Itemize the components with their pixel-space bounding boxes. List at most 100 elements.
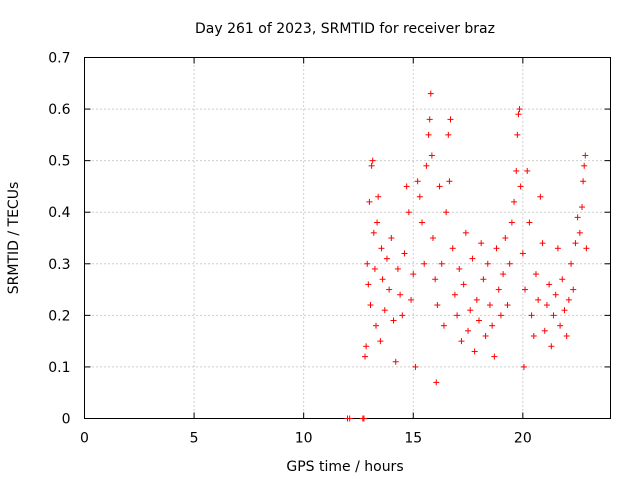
data-point (524, 167, 531, 174)
data-point (572, 240, 579, 247)
data-point (506, 260, 513, 267)
data-point (535, 296, 542, 303)
data-point (454, 312, 461, 319)
data-point (517, 183, 524, 190)
data-point (427, 90, 434, 97)
data-point (419, 219, 426, 226)
data-point (414, 178, 421, 185)
data-point (465, 327, 472, 334)
data-point (467, 307, 474, 314)
data-point (397, 291, 404, 298)
x-tick-labels: 0 5 10 15 20 (80, 431, 532, 447)
data-point (360, 415, 367, 422)
data-point (379, 276, 386, 283)
chart-title: Day 261 of 2023, SRMTID for receiver bra… (195, 21, 495, 37)
data-point (559, 276, 566, 283)
data-point (561, 307, 568, 314)
grid (84, 57, 611, 419)
data-point (554, 245, 561, 252)
data-point (447, 116, 454, 123)
data-point (432, 276, 439, 283)
data-point (412, 363, 419, 370)
data-point (383, 255, 390, 262)
data-point (370, 229, 377, 236)
data-point (374, 219, 381, 226)
data-point (394, 265, 401, 272)
data-point (438, 260, 445, 267)
y-tick-label: 0.7 (48, 51, 70, 67)
axis-ticks (84, 57, 611, 419)
data-point (434, 302, 441, 309)
data-point (346, 415, 353, 422)
data-point (365, 281, 372, 288)
y-tick-label: 0 (62, 412, 71, 428)
data-point (451, 291, 458, 298)
data-point (362, 353, 369, 360)
data-point (386, 286, 393, 293)
data-point (557, 322, 564, 329)
data-point (495, 286, 502, 293)
data-point (565, 296, 572, 303)
data-point (546, 281, 553, 288)
data-point (381, 307, 388, 314)
x-tick-label: 10 (295, 431, 313, 447)
data-point (491, 353, 498, 360)
x-tick-label: 5 (190, 431, 199, 447)
data-point (429, 235, 436, 241)
data-point (401, 250, 408, 257)
data-point (581, 162, 588, 169)
data-point (423, 162, 430, 169)
data-point (563, 332, 570, 339)
data-point (528, 312, 535, 319)
data-point (497, 312, 504, 319)
data-point (440, 322, 447, 329)
data-point (532, 271, 539, 278)
data-point (489, 322, 496, 329)
x-tick-label: 15 (404, 431, 422, 447)
data-point (399, 312, 406, 319)
data-point (582, 152, 589, 159)
x-axis-label: GPS time / hours (286, 459, 403, 475)
data-point (511, 198, 518, 205)
data-point (433, 379, 440, 386)
data-point (363, 343, 370, 350)
data-point (366, 198, 373, 205)
data-points (344, 90, 590, 422)
y-axis-label: SRMTID / TECUs (6, 182, 22, 295)
data-point (508, 219, 515, 226)
data-point (514, 131, 521, 138)
data-point (502, 235, 509, 241)
data-point (456, 265, 463, 272)
data-point (522, 286, 529, 293)
data-point (388, 235, 395, 241)
y-tick-label: 0.5 (48, 154, 70, 170)
data-point (504, 302, 511, 309)
data-point (548, 343, 555, 350)
data-point (519, 250, 526, 257)
data-point (436, 183, 443, 190)
data-point (482, 332, 489, 339)
data-point (390, 317, 397, 324)
data-point (486, 302, 493, 309)
data-point (550, 312, 557, 319)
data-point (426, 116, 433, 123)
data-point (513, 167, 520, 174)
data-point (469, 255, 476, 262)
data-point (375, 193, 382, 200)
data-point (500, 271, 507, 278)
data-point (526, 219, 533, 226)
y-tick-label: 0.4 (48, 205, 70, 221)
data-point (516, 106, 523, 113)
data-point (446, 178, 453, 185)
data-point (377, 338, 384, 345)
data-point (372, 322, 379, 329)
data-point (576, 229, 583, 236)
data-point (473, 296, 480, 303)
data-point (371, 265, 378, 272)
data-point (579, 204, 586, 211)
data-point (570, 286, 577, 293)
data-point (405, 209, 412, 216)
data-point (476, 317, 482, 324)
